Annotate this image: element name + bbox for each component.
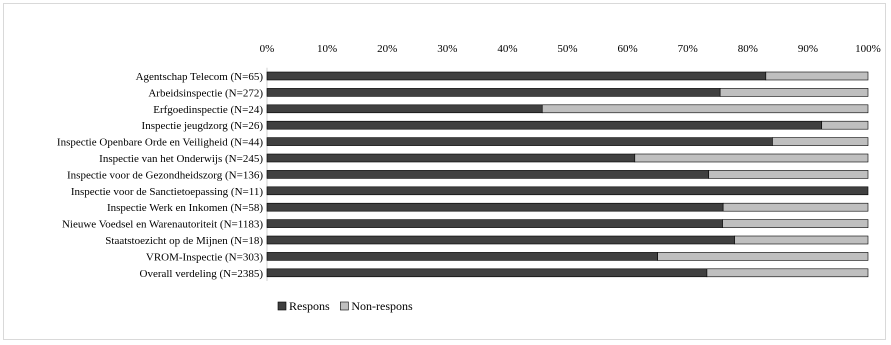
category-label: VROM-Inspectie (N=303) — [146, 251, 263, 263]
x-tick-label: 0% — [260, 43, 275, 55]
x-tick-label: 20% — [377, 43, 397, 55]
bar-segment-respons — [266, 88, 721, 97]
bar-segment-non-respons — [706, 268, 869, 278]
chart-frame: 0% 10% 20% 30% 40% 50% 60% 70% 80% 90% 100% Agents… — [3, 3, 886, 340]
bar-segment-non-respons — [722, 219, 869, 228]
bar-segment-respons — [266, 120, 823, 130]
category-label: Inspectie jeugdzorg (N=26) — [142, 120, 264, 132]
bar-segment-non-respons — [708, 170, 869, 179]
category-label: Agentschap Telecom (N=65) — [136, 71, 264, 83]
bar-segment-respons — [266, 202, 724, 212]
legend-label-non-respons: Non-respons — [351, 299, 413, 313]
stacked-bar-chart: 0% 10% 20% 30% 40% 50% 60% 70% 80% 90% 100% Agents… — [57, 43, 881, 313]
category-label: Inspectie voor de Gezondheidszorg (N=136… — [67, 169, 263, 181]
bar-segment-respons — [266, 235, 735, 245]
category-label: Inspectie van het Onderwijs (N=245) — [99, 153, 263, 165]
legend-swatch-non-respons — [340, 301, 349, 311]
x-tick-label: 80% — [738, 43, 758, 55]
x-tick-label: 60% — [618, 43, 638, 55]
x-tick-label: 100% — [855, 43, 881, 55]
bar-segment-non-respons — [821, 120, 869, 130]
category-labels: Agentschap Telecom (N=65) Arbeidsinspecti… — [57, 71, 263, 280]
category-label: Inspectie voor de Sanctietoepassing (N=1… — [71, 186, 263, 198]
bar-segment-non-respons — [657, 252, 869, 261]
bar-segment-non-respons — [541, 104, 869, 114]
bar-segment-respons — [266, 186, 869, 196]
bar-segment-respons — [266, 268, 708, 278]
bar-segment-non-respons — [765, 71, 869, 81]
legend-swatch-respons — [277, 301, 287, 311]
bars — [266, 71, 869, 278]
category-label: Staatstoezicht op de Mijnen (N=18) — [105, 235, 263, 247]
bar-segment-respons — [266, 137, 773, 146]
category-label: Overall verdeling (N=2385) — [140, 268, 264, 280]
bar-segment-respons — [266, 104, 543, 114]
bar-segment-respons — [266, 153, 636, 163]
bar-segment-non-respons — [634, 153, 869, 163]
bar-segment-non-respons — [772, 137, 869, 146]
x-tick-label: 30% — [437, 43, 457, 55]
bar-segment-non-respons — [734, 235, 869, 245]
bar-segment-non-respons — [719, 88, 869, 97]
legend: Respons Non-respons — [277, 299, 413, 313]
bar-segment-respons — [266, 252, 658, 261]
x-tick-label: 90% — [798, 43, 818, 55]
category-label: Inspectie Werk en Inkomen (N=58) — [107, 202, 263, 214]
category-label: Nieuwe Voedsel en Warenautoriteit (N=118… — [62, 219, 263, 231]
x-axis-ticks: 0% 10% 20% 30% 40% 50% 60% 70% 80% 90% 100% — [260, 43, 881, 55]
bar-segment-respons — [266, 219, 723, 228]
bar-segment-non-respons — [722, 202, 869, 212]
bar-segment-respons — [266, 170, 710, 179]
bar-segment-respons — [266, 71, 767, 81]
category-label: Inspectie Openbare Orde en Veiligheid (N… — [57, 137, 263, 149]
x-tick-label: 10% — [317, 43, 337, 55]
category-label: Arbeidsinspectie (N=272) — [148, 87, 263, 99]
category-label: Erfgoedinspectie (N=24) — [153, 104, 263, 116]
x-tick-label: 70% — [678, 43, 698, 55]
legend-label-respons: Respons — [289, 299, 330, 313]
x-tick-label: 40% — [497, 43, 517, 55]
x-tick-label: 50% — [557, 43, 577, 55]
